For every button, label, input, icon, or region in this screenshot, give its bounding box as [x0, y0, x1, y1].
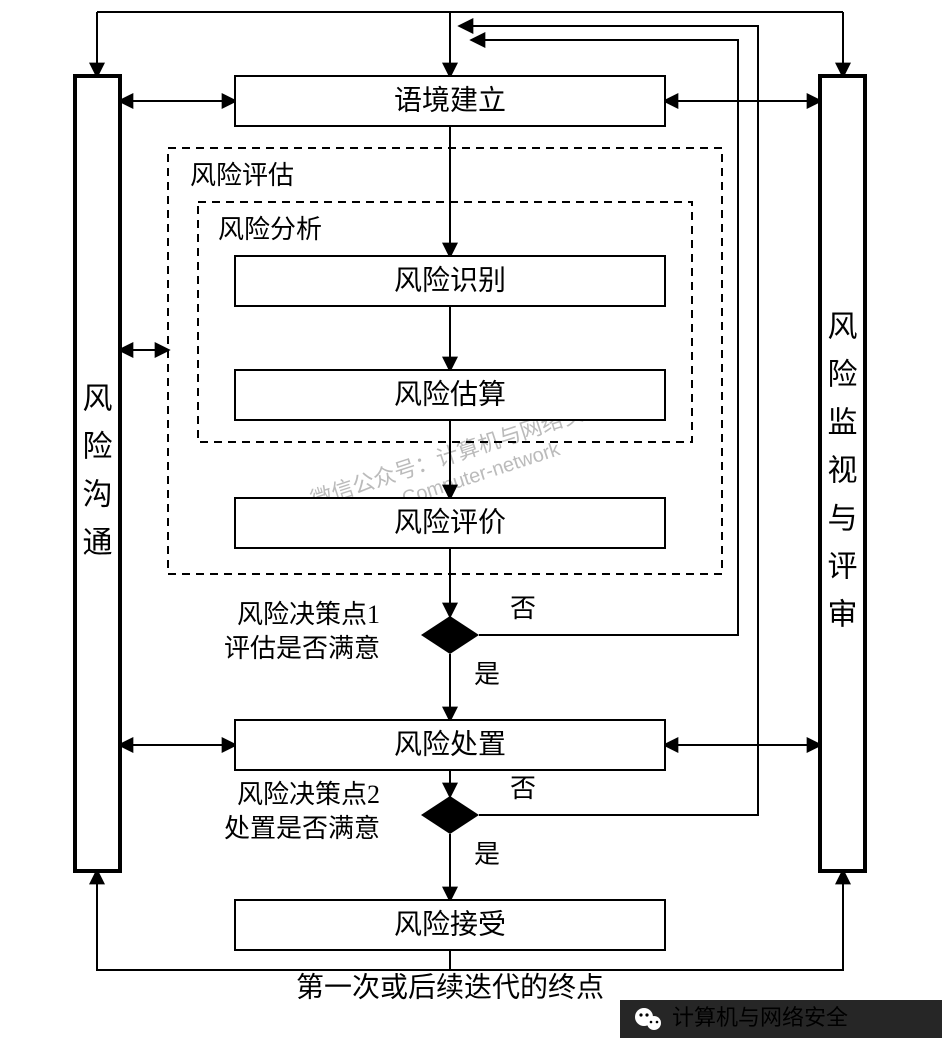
d1-yes: 是: [474, 660, 500, 689]
node-sideR-char-4: 与: [828, 502, 858, 535]
node-n5-label: 风险处置: [394, 728, 506, 760]
node-sideR-char-6: 审: [828, 598, 858, 631]
d1-no: 否: [510, 594, 536, 623]
node-sideR-char-0: 风: [828, 310, 858, 343]
decision-d2: [421, 796, 479, 834]
d2-label-2: 处置是否满意: [224, 814, 380, 843]
footer-badge: 计算机与网络安全: [620, 1000, 942, 1038]
node-n3-label: 风险估算: [394, 378, 506, 410]
d2-yes: 是: [474, 840, 500, 869]
node-n6-label: 风险接受: [394, 908, 506, 940]
node-sideL-char-3: 通: [83, 526, 113, 559]
node-sideR-char-2: 监: [828, 406, 858, 439]
g_analyze-label: 风险分析: [218, 215, 322, 244]
caption: 第一次或后续迭代的终点: [296, 971, 604, 1003]
node-sideR-char-3: 视: [828, 454, 858, 487]
node-sideL-char-0: 风: [83, 382, 113, 415]
d2-label-1: 风险决策点2: [237, 780, 380, 809]
flowchart-canvas: 微信公众号：计算机与网络安全ID: Computer-network风险评估风险…: [0, 0, 942, 1038]
d2-no: 否: [510, 774, 536, 803]
footer-badge-text: 计算机与网络安全: [672, 1005, 848, 1030]
node-n4-label: 风险评价: [394, 506, 506, 538]
node-sideL-char-1: 险: [83, 430, 113, 463]
d1-label-1: 风险决策点1: [237, 600, 380, 629]
node-sideL-char-2: 沟: [83, 478, 113, 511]
node-n2-label: 风险识别: [394, 264, 506, 296]
g_assess-label: 风险评估: [190, 161, 294, 190]
node-n1-label: 语境建立: [394, 84, 506, 116]
node-sideR-char-1: 险: [828, 358, 858, 391]
node-sideR-char-5: 评: [828, 550, 858, 583]
decision-d1: [421, 616, 479, 654]
d1-label-2: 评估是否满意: [224, 634, 380, 663]
node-sideL: [75, 76, 120, 871]
